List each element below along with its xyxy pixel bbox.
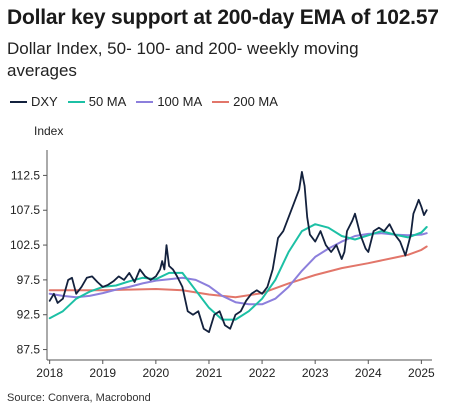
chart-title: Dollar key support at 200-day EMA of 102… (7, 6, 439, 29)
chart-axes: 87.5 92.5 97.5 102.5 107.5 112.5 2018 2019 2020 2… (10, 150, 435, 380)
legend-item-dxy: DXY (10, 94, 58, 109)
legend-swatch-100ma (136, 100, 154, 103)
legend-label-200ma: 200 MA (233, 94, 278, 109)
x-tick-label: 2018 (36, 366, 63, 380)
x-tick-label: 2019 (89, 366, 116, 380)
legend-item-50ma: 50 MA (67, 94, 127, 109)
chart-subtitle: Dollar Index, 50- 100- and 200- weekly m… (7, 39, 359, 80)
y-tick-label: 102.5 (10, 238, 40, 252)
legend-label-dxy: DXY (31, 94, 58, 109)
legend-item-100ma: 100 MA (136, 94, 202, 109)
x-tick-label: 2022 (249, 366, 276, 380)
x-tick-label: 2025 (408, 366, 435, 380)
chart-legend: DXY 50 MA 100 MA 200 MA (10, 94, 288, 109)
legend-swatch-dxy (10, 100, 27, 103)
series-line-50ma (48, 223, 428, 321)
chart-lines (48, 171, 428, 333)
x-tick-label: 2020 (143, 366, 170, 380)
x-tick-label: 2024 (355, 366, 382, 380)
legend-swatch-200ma (212, 100, 230, 103)
x-tick-label: 2023 (302, 366, 329, 380)
legend-label-100ma: 100 MA (157, 94, 203, 109)
series-line-dxy (48, 171, 428, 333)
y-tick-label: 87.5 (17, 343, 41, 357)
series-line-200ma (48, 245, 428, 299)
legend-label-50ma: 50 MA (88, 94, 127, 109)
y-tick-label: 92.5 (17, 308, 41, 322)
source-note: Source: Convera, Macrobond (7, 392, 151, 404)
y-tick-label: 107.5 (10, 203, 40, 217)
legend-swatch-50ma (67, 100, 85, 103)
legend-item-200ma: 200 MA (212, 94, 278, 109)
y-tick-label: 112.5 (11, 168, 40, 182)
y-tick-label: 97.5 (17, 273, 41, 287)
y-axis-label: Index (34, 124, 64, 138)
x-tick-label: 2021 (196, 366, 223, 380)
